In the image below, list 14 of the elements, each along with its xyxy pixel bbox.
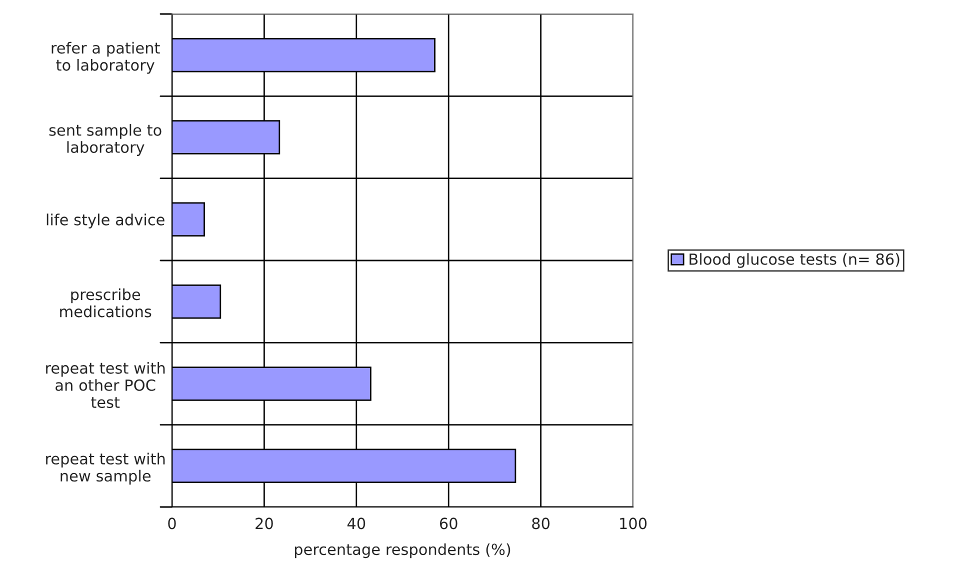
x-tick-label: 40	[347, 518, 366, 530]
x-tick-label: 0	[168, 518, 176, 530]
legend-label: Blood glucose tests (n= 86)	[690, 253, 900, 268]
y-tick-label: prescribe medications	[60, 288, 152, 318]
x-tick-label: 80	[532, 518, 550, 530]
y-tick-label: repeat test with an other POC test	[46, 362, 165, 408]
x-tick-label: 20	[256, 518, 273, 530]
y-tick-label: life style advice	[46, 214, 164, 228]
y-tick-label: refer a patient to laboratory	[52, 42, 160, 74]
x-tick-label: 60	[440, 518, 458, 530]
y-tick-label: sent sample to laboratory	[49, 124, 162, 156]
y-tick-label: repeat test with new sample	[46, 452, 165, 485]
x-axis-title: percentage respondents (%)	[294, 543, 510, 558]
x-tick-label: 100	[620, 518, 647, 530]
